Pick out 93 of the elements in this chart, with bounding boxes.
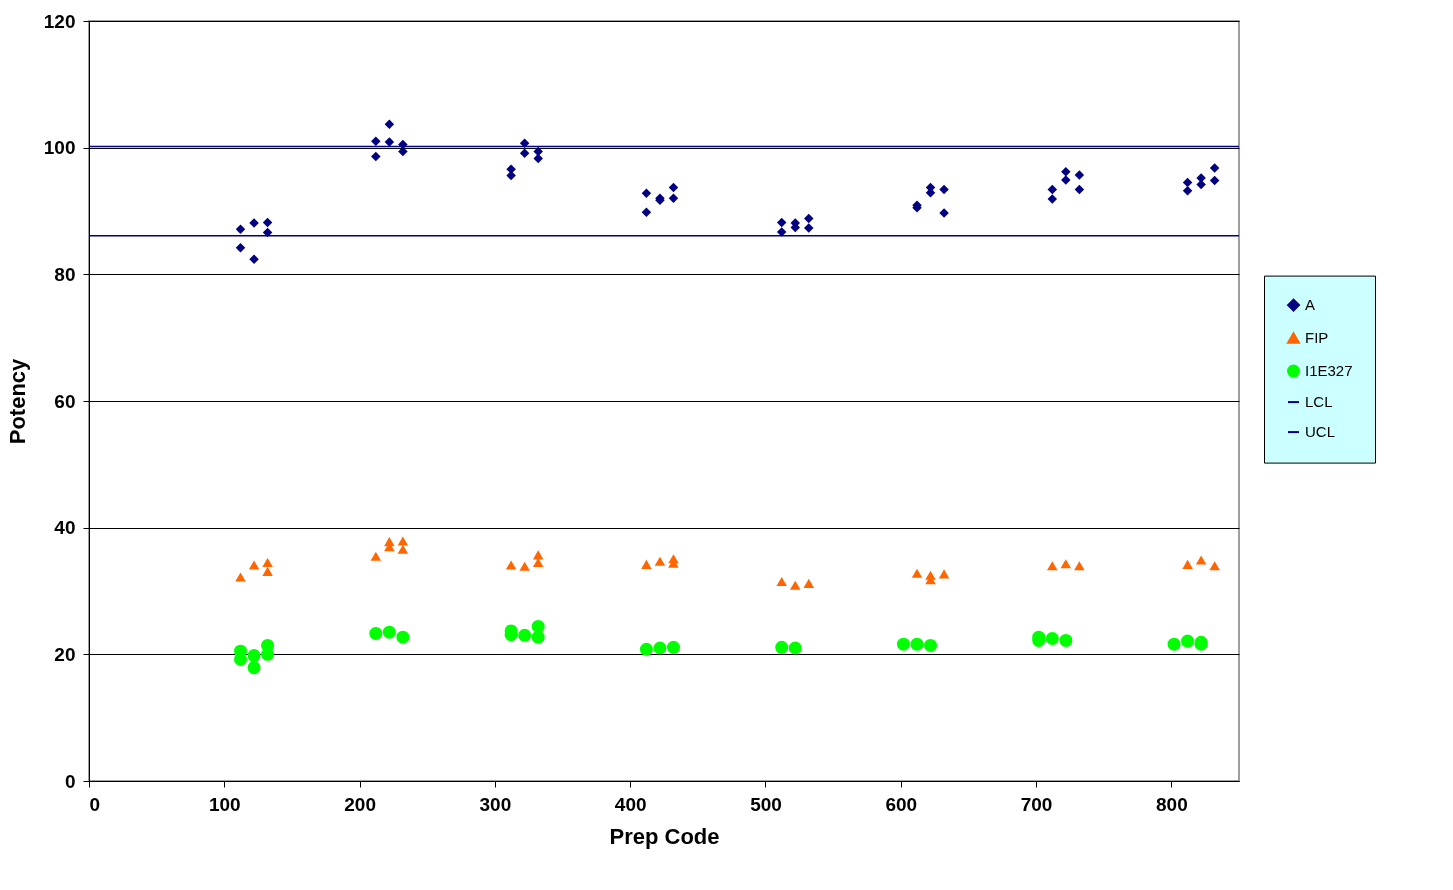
point: [939, 184, 949, 195]
point: [776, 217, 787, 228]
point: [519, 561, 530, 571]
legend-label: A: [1305, 296, 1316, 314]
point: [531, 630, 545, 644]
point: [370, 551, 382, 561]
point: [1074, 561, 1085, 571]
point: [261, 647, 275, 661]
point: [653, 641, 667, 655]
point: [396, 630, 410, 644]
point: [397, 536, 409, 546]
point: [639, 642, 653, 656]
point: [247, 661, 261, 675]
point: [804, 213, 814, 224]
point: [803, 578, 815, 588]
point: [1061, 166, 1071, 177]
point: [1059, 633, 1073, 647]
point: [235, 242, 246, 253]
point: [1182, 559, 1193, 569]
point: [775, 640, 789, 654]
point: [397, 544, 409, 554]
point: [369, 626, 383, 640]
point: [532, 550, 544, 560]
point: [1209, 163, 1220, 173]
point: [1047, 561, 1058, 571]
y-tick-label: 120: [43, 10, 76, 32]
point: [248, 560, 260, 570]
x-tick-label: 0: [89, 793, 101, 815]
point: [641, 207, 652, 218]
point: [262, 557, 273, 568]
point: [1195, 555, 1207, 565]
point: [1167, 637, 1181, 651]
point: [384, 137, 395, 147]
y-tick-label: 20: [54, 643, 76, 665]
point: [666, 640, 680, 654]
point: [384, 119, 395, 129]
point: [1045, 631, 1059, 646]
point: [1074, 184, 1085, 195]
point: [641, 188, 652, 199]
point: [1209, 175, 1220, 186]
point: [235, 572, 246, 582]
point: [531, 619, 545, 633]
point: [938, 569, 950, 579]
point: [654, 556, 666, 566]
point: [235, 224, 246, 235]
point: [911, 568, 923, 578]
x-axis-title: Prep Code: [609, 823, 720, 849]
point: [371, 151, 381, 162]
point: [668, 193, 679, 204]
point: [1060, 559, 1072, 569]
legend-label: UCL: [1305, 423, 1336, 441]
legend-label: FIP: [1305, 329, 1329, 347]
point: [1181, 634, 1195, 648]
point: [505, 560, 517, 570]
point: [371, 136, 381, 147]
point: [519, 138, 530, 148]
point: [518, 628, 532, 642]
legend-label: I1E327: [1305, 362, 1353, 380]
x-tick-label: 300: [479, 793, 512, 815]
y-tick-label: 60: [54, 390, 76, 412]
point: [910, 637, 924, 651]
x-tick-label: 200: [344, 793, 376, 815]
y-tick-label: 80: [54, 263, 76, 285]
point: [641, 559, 652, 569]
x-tick-label: 100: [208, 793, 241, 815]
point: [1074, 170, 1085, 180]
point: [1047, 184, 1058, 195]
point: [1182, 185, 1193, 196]
point: [1047, 194, 1058, 204]
point: [896, 637, 910, 651]
legend-label: LCL: [1305, 393, 1333, 411]
point: [262, 217, 273, 228]
y-tick-label: 0: [64, 770, 76, 792]
x-tick-label: 400: [614, 793, 647, 815]
y-axis-title: Potency: [4, 357, 30, 445]
point: [776, 576, 787, 587]
point: [382, 625, 396, 639]
point: [262, 566, 273, 576]
point: [776, 227, 787, 237]
x-tick-label: 700: [1020, 793, 1053, 815]
x-tick-label: 600: [885, 793, 918, 815]
point: [789, 580, 801, 590]
y-tick-label: 40: [54, 517, 76, 539]
point: [519, 148, 530, 159]
point: [804, 223, 814, 233]
point: [788, 641, 802, 655]
point: [247, 649, 261, 663]
y-tick-label: 100: [43, 137, 76, 159]
point: [924, 638, 938, 652]
point: [1209, 561, 1220, 571]
point: [668, 182, 679, 193]
x-tick-label: 800: [1156, 793, 1188, 815]
x-tick-label: 500: [750, 793, 782, 815]
